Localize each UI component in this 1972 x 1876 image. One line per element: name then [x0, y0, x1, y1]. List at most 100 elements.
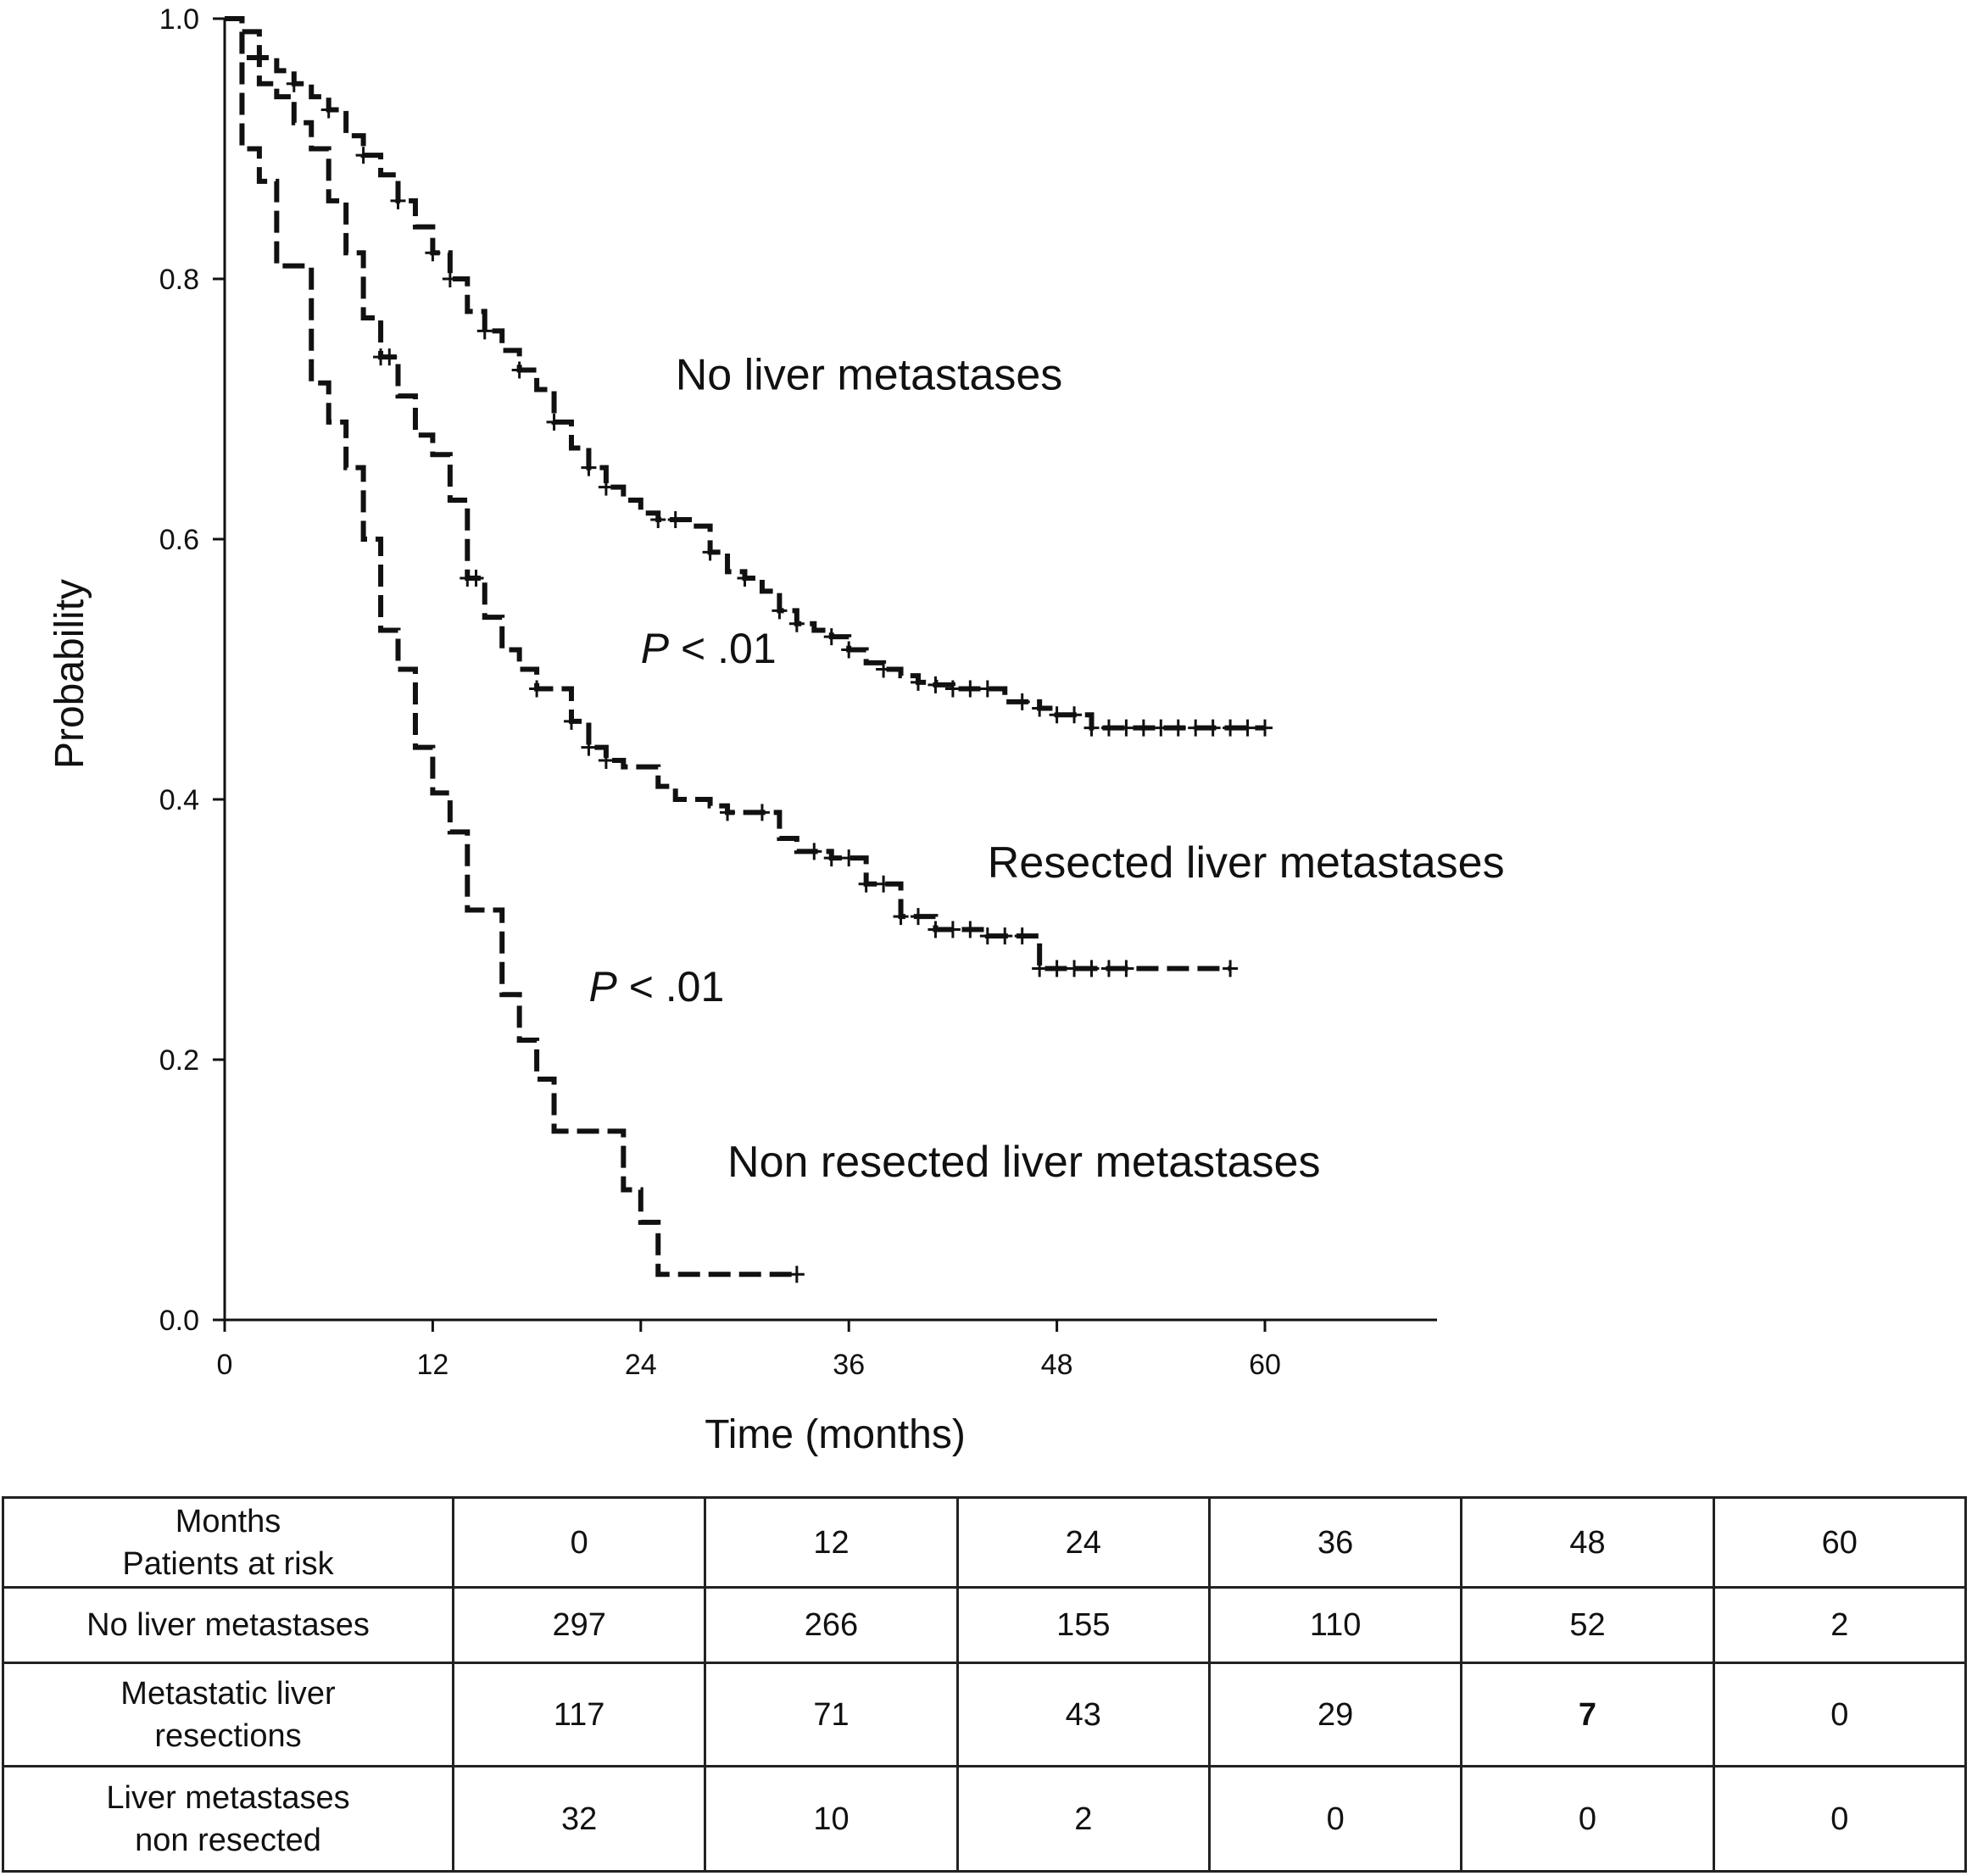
- censor-mark: [355, 147, 371, 164]
- censor-mark: [1014, 927, 1030, 945]
- axes: [213, 17, 1437, 1332]
- p-value-text: < .01: [669, 625, 777, 672]
- censor-mark: [511, 361, 527, 379]
- censor-mark: [928, 921, 944, 938]
- censor-mark: [911, 908, 926, 926]
- censor-mark: [1049, 960, 1065, 977]
- censor-mark: [598, 751, 614, 769]
- month-cell: 60: [1712, 1495, 1968, 1589]
- censor-mark: [468, 570, 484, 587]
- censor-mark: [1014, 693, 1030, 710]
- censor-mark: [286, 75, 302, 92]
- censor-mark: [529, 680, 545, 698]
- survival-curves: [225, 16, 1273, 1283]
- row-label: Liver metastases non resected: [2, 1765, 454, 1873]
- risk-cell: 43: [955, 1662, 1211, 1768]
- months-label: Months: [175, 1503, 281, 1539]
- risk-table-row: No liver metastases 297 266 155 110 52 2: [2, 1586, 1968, 1665]
- p-value-text: < .01: [617, 963, 725, 1010]
- censor-mark: [788, 1266, 805, 1283]
- censor-mark: [581, 738, 597, 756]
- risk-cell: 32: [451, 1765, 707, 1873]
- risk-table: Months Patients at risk 0 12 24 36 48 60…: [2, 1495, 1968, 1873]
- risk-cell: 2: [1712, 1586, 1968, 1665]
- x-tick-label: 0: [217, 1349, 233, 1381]
- p-value-letter: P: [588, 963, 617, 1010]
- censor-mark: [1032, 960, 1048, 977]
- risk-cell: 0: [1207, 1765, 1463, 1873]
- x-tick-label: 60: [1249, 1349, 1281, 1381]
- censor-mark: [737, 570, 753, 587]
- censor-mark: [1067, 706, 1083, 724]
- censor-mark: [1239, 719, 1256, 737]
- censor-mark: [754, 804, 770, 821]
- x-tick-label: 36: [833, 1349, 865, 1381]
- risk-cell: 71: [704, 1662, 959, 1768]
- censor-mark: [581, 459, 597, 476]
- p-value-annotation: P < .01: [641, 625, 777, 672]
- risk-table-header-label: Months Patients at risk: [2, 1495, 454, 1589]
- curve-labels: No liver metastases Resected liver metast…: [588, 350, 1504, 1187]
- risk-table-row: Metastatic liver resections 117 71 43 29…: [2, 1662, 1968, 1768]
- y-tick-label: 0.8: [159, 264, 199, 296]
- censor-mark: [876, 875, 892, 893]
- survival-curve: [225, 16, 1265, 731]
- censor-mark: [1067, 960, 1083, 977]
- risk-cell: 29: [1207, 1662, 1463, 1768]
- survival-curve: [225, 16, 1231, 971]
- row-label-line: No liver metastases: [86, 1607, 370, 1644]
- censor-mark: [928, 676, 944, 693]
- curve-label: Non resected liver metastases: [727, 1138, 1320, 1187]
- censor-mark: [1153, 719, 1169, 737]
- tick-labels: 0.0 0.2 0.4 0.6 0.8 1.0 0 12 24 36 48 60: [159, 3, 1281, 1381]
- censor-mark: [1223, 719, 1239, 737]
- censor-mark: [823, 849, 839, 867]
- censor-mark: [1257, 719, 1273, 737]
- risk-cell: 0: [1460, 1765, 1715, 1873]
- censor-mark: [841, 641, 857, 659]
- censor-mark: [382, 348, 398, 366]
- month-cell: 48: [1460, 1495, 1715, 1589]
- censor-mark: [876, 660, 892, 678]
- risk-cell: 155: [955, 1586, 1211, 1665]
- censor-mark: [442, 270, 458, 287]
- risk-cell: 0: [1712, 1662, 1968, 1768]
- y-tick-label: 0.0: [159, 1305, 199, 1337]
- series-non-resected-liver-metastases: [225, 16, 805, 1283]
- risk-cell: 10: [704, 1765, 959, 1873]
- censor-mark: [944, 680, 961, 698]
- y-axis-title: Probability: [47, 579, 92, 769]
- censor-mark: [979, 680, 995, 698]
- p-value-annotation: P < .01: [588, 963, 724, 1010]
- censor-mark: [1100, 719, 1117, 737]
- y-tick-label: 0.4: [159, 784, 199, 816]
- risk-cell: 110: [1207, 1586, 1463, 1665]
- censor-mark: [1083, 719, 1100, 737]
- curve-label: No liver metastases: [676, 350, 1063, 399]
- censor-mark: [962, 921, 978, 938]
- censor-mark: [1032, 699, 1048, 717]
- x-tick-label: 24: [625, 1349, 657, 1381]
- censor-mark: [1170, 719, 1186, 737]
- censor-mark: [1205, 719, 1221, 737]
- censor-mark: [944, 921, 961, 938]
- censor-mark: [841, 849, 857, 867]
- censor-mark: [858, 875, 874, 893]
- censor-mark: [1118, 960, 1134, 977]
- risk-table-header-row: Months Patients at risk 0 12 24 36 48 60: [2, 1495, 1968, 1589]
- censor-mark: [702, 543, 718, 561]
- km-chart: 0.0 0.2 0.4 0.6 0.8 1.0 0 12 24 36 48 60 No liver m…: [47, 3, 1505, 1457]
- censor-mark: [390, 192, 406, 209]
- x-tick-label: 48: [1041, 1349, 1073, 1381]
- censor-mark: [911, 673, 926, 691]
- censor-mark: [667, 510, 683, 528]
- month-cell: 0: [451, 1495, 707, 1589]
- patients-at-risk-label: Patients at risk: [122, 1545, 334, 1582]
- censor-mark: [564, 712, 579, 730]
- censor-mark: [979, 927, 995, 945]
- x-axis-title: Time (months): [705, 1412, 966, 1457]
- row-label-line: Metastatic liver: [120, 1675, 336, 1712]
- month-cell: 36: [1207, 1495, 1463, 1589]
- risk-cell: 0: [1712, 1765, 1968, 1873]
- series-resected-liver-metastases: [225, 16, 1239, 977]
